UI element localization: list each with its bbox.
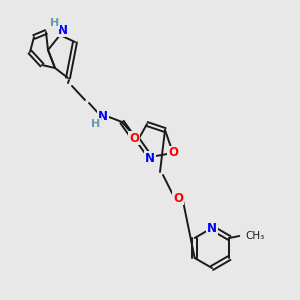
Text: H: H: [50, 18, 60, 28]
Text: N: N: [207, 221, 217, 235]
Text: N: N: [145, 152, 155, 164]
Text: O: O: [168, 146, 178, 160]
Text: H: H: [92, 119, 100, 129]
Text: O: O: [129, 131, 139, 145]
Text: N: N: [98, 110, 108, 124]
Text: N: N: [58, 23, 68, 37]
Text: O: O: [173, 191, 183, 205]
Text: CH₃: CH₃: [245, 231, 265, 241]
